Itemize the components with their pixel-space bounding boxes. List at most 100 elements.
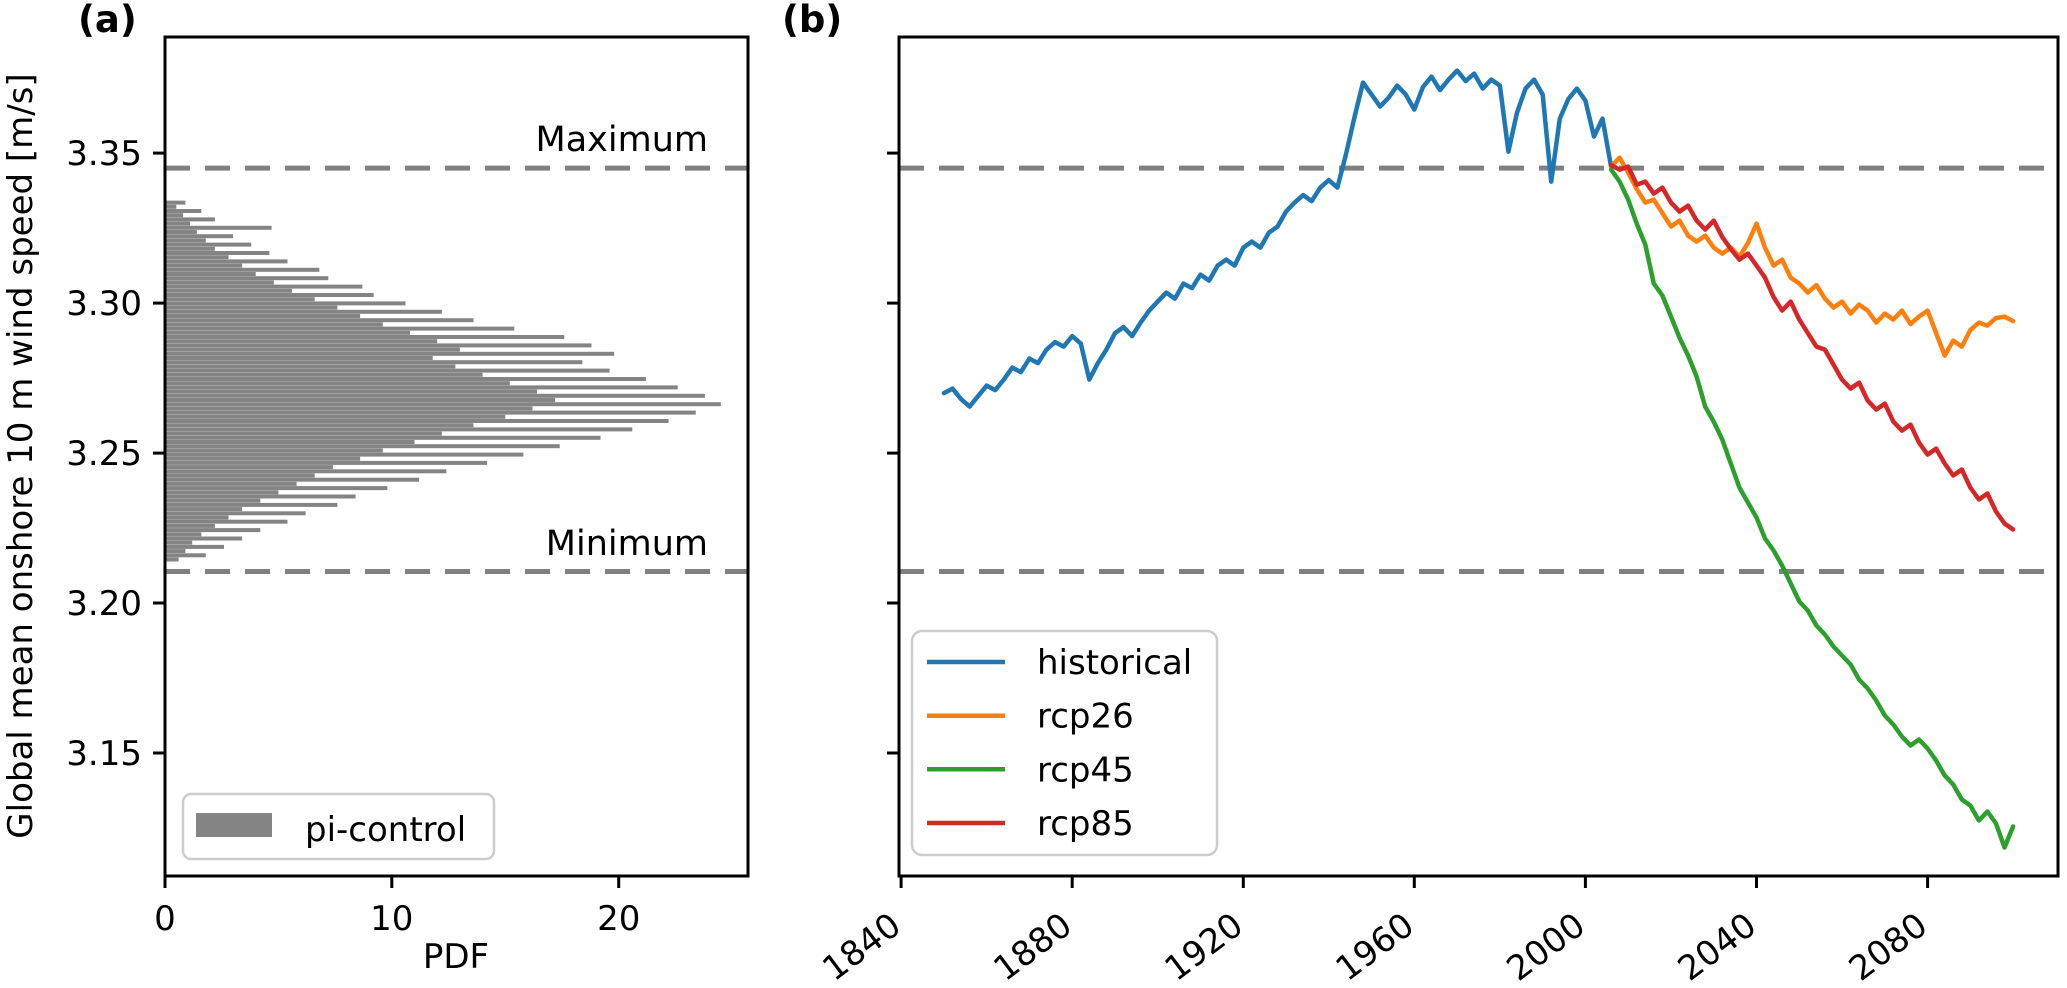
y-tick-label: 3.25 bbox=[66, 434, 142, 474]
pdf-bar bbox=[165, 263, 243, 268]
pdf-bar bbox=[165, 515, 229, 520]
pdf-bar bbox=[165, 431, 442, 436]
pdf-bar bbox=[165, 347, 460, 352]
pdf-bar bbox=[165, 200, 186, 205]
legend-label-rcp45: rcp45 bbox=[1037, 750, 1134, 790]
panel-b-legend: historical rcp26 rcp45 rcp85 bbox=[910, 629, 1219, 857]
pdf-bar bbox=[165, 284, 363, 289]
panel-a-tick-labels: 0 10 20 3.15 3.20 3.25 3.30 3.35 bbox=[66, 134, 640, 939]
pdf-bar bbox=[165, 330, 410, 335]
pdf-bar bbox=[165, 544, 224, 549]
pdf-bar bbox=[165, 502, 338, 507]
x-tick-label: 1880 bbox=[986, 905, 1079, 988]
pdf-bar bbox=[165, 204, 177, 209]
pdf-bar bbox=[165, 360, 583, 365]
x-tick-label: 20 bbox=[597, 899, 640, 939]
annotation-maximum: Maximum bbox=[536, 120, 708, 160]
series-historical bbox=[941, 68, 1614, 409]
pdf-bar bbox=[165, 267, 320, 272]
x-tick-label: 2000 bbox=[1500, 905, 1593, 988]
pdf-bar bbox=[165, 456, 361, 461]
pdf-bar bbox=[165, 435, 601, 440]
pdf-bar bbox=[165, 351, 615, 356]
pdf-bar bbox=[165, 498, 261, 503]
pdf-bar bbox=[165, 343, 592, 348]
annotation-minimum: Minimum bbox=[546, 524, 708, 564]
pdf-bar bbox=[165, 507, 243, 512]
y-tick-label: 3.15 bbox=[66, 734, 142, 774]
scenario-lines bbox=[941, 68, 2016, 850]
pdf-bar bbox=[165, 532, 202, 537]
pdf-bar bbox=[165, 339, 438, 344]
x-tick-label: 1840 bbox=[815, 905, 908, 988]
legend-label-rcp26: rcp26 bbox=[1037, 697, 1134, 737]
series-rcp45 bbox=[1608, 167, 2016, 850]
pdf-bar bbox=[165, 322, 383, 327]
pdf-bar bbox=[165, 473, 315, 478]
panel-a-label: (a) bbox=[78, 0, 137, 41]
panel-b-tick-labels: 1840 1880 1920 1960 2000 2040 2080 bbox=[815, 905, 1935, 988]
pdf-bar bbox=[165, 280, 274, 285]
panel-a-spines bbox=[163, 35, 750, 878]
pdf-bar bbox=[165, 225, 272, 230]
pdf-bar bbox=[165, 557, 179, 562]
pdf-bar bbox=[165, 213, 184, 218]
pdf-bar bbox=[165, 276, 329, 281]
pdf-bar bbox=[165, 230, 197, 234]
pdf-bar bbox=[165, 368, 610, 373]
pdf-bar bbox=[165, 427, 633, 432]
pdf-bar bbox=[165, 519, 288, 524]
pdf-bar bbox=[165, 511, 306, 516]
pdf-bar bbox=[165, 356, 433, 360]
series-rcp26 bbox=[1608, 155, 2016, 358]
pdf-bar bbox=[165, 553, 206, 558]
legend-label-rcp85: rcp85 bbox=[1037, 804, 1134, 844]
pdf-bar bbox=[165, 423, 474, 428]
histogram-bars bbox=[165, 200, 721, 562]
pdf-bar bbox=[165, 301, 406, 306]
y-tick-label: 3.30 bbox=[66, 284, 142, 324]
pdf-bar bbox=[165, 410, 696, 415]
pdf-bar bbox=[165, 217, 215, 222]
pdf-bar bbox=[165, 246, 215, 251]
pdf-bar bbox=[165, 305, 338, 310]
pdf-bar bbox=[165, 477, 420, 482]
pdf-bar bbox=[165, 238, 206, 243]
pdf-bar bbox=[165, 335, 565, 339]
pdf-bar bbox=[165, 251, 270, 255]
pdf-bar bbox=[165, 486, 388, 491]
pdf-bar bbox=[165, 448, 383, 453]
pdf-bar bbox=[165, 528, 261, 533]
pdf-bar bbox=[165, 465, 333, 470]
pdf-bar bbox=[165, 364, 456, 369]
pdf-bar bbox=[165, 393, 705, 398]
pdf-bar bbox=[165, 540, 193, 545]
x-tick-label: 0 bbox=[154, 899, 176, 939]
x-tick-label: 2040 bbox=[1671, 905, 1764, 988]
pdf-bar bbox=[165, 444, 560, 449]
pdf-bar bbox=[165, 481, 297, 486]
pdf-bar bbox=[165, 389, 537, 394]
pdf-bar bbox=[165, 419, 669, 423]
pdf-bar bbox=[165, 406, 533, 411]
ylabel-wind-speed: Global mean onshore 10 m wind speed [m/s… bbox=[1, 73, 41, 838]
pdf-bar bbox=[165, 209, 202, 213]
pdf-bar bbox=[165, 452, 524, 457]
panel-b: (b) 1840 1880 1920 1960 2000 2040 2080 histori… bbox=[782, 0, 2060, 988]
pdf-bar bbox=[165, 234, 234, 239]
pdf-bar bbox=[165, 490, 279, 495]
pdf-bar bbox=[165, 440, 415, 444]
panel-b-reference-lines bbox=[899, 165, 2058, 574]
series-rcp85 bbox=[1608, 162, 2016, 532]
legend-b-frame bbox=[910, 629, 1219, 857]
legend-label-historical: historical bbox=[1037, 643, 1192, 683]
legend-label-pi-control: pi-control bbox=[305, 810, 466, 850]
x-tick-label: 1960 bbox=[1329, 905, 1422, 988]
panel-a-legend: pi-control bbox=[181, 792, 496, 861]
pdf-bar bbox=[165, 293, 374, 297]
pdf-bar bbox=[165, 242, 252, 247]
panel-b-spines bbox=[897, 35, 2060, 878]
pdf-bar bbox=[165, 318, 474, 323]
